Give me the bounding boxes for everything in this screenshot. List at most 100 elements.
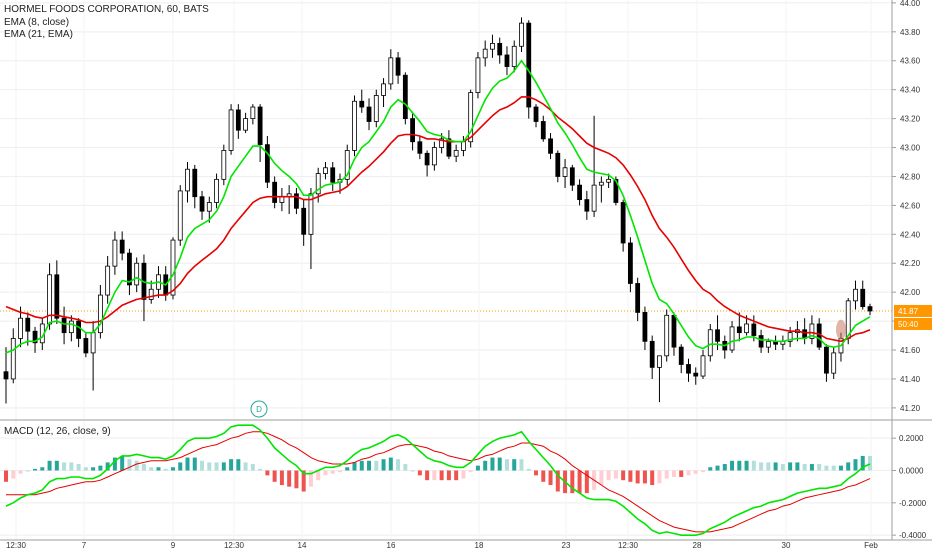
macd-histogram-bar (468, 470, 473, 473)
macd-histogram-bar (635, 470, 640, 484)
candle-down (192, 168, 198, 198)
candle-up (598, 181, 604, 186)
macd-histogram-bar (243, 462, 248, 471)
chart-title: HORMEL FOODS CORPORATION, 60, BATS (4, 4, 209, 15)
macd-histogram-bar (301, 470, 306, 492)
candle-down (555, 152, 561, 177)
candle-down (671, 314, 677, 348)
candle-up (112, 239, 118, 267)
price-tick-label: 42.80 (900, 172, 921, 181)
ema8-legend: EMA (8, close) (4, 17, 70, 28)
macd-histogram-bar (860, 455, 865, 471)
time-tick-label: 12:30 (618, 541, 639, 550)
macd-histogram-bar (817, 464, 822, 471)
macd-histogram-bar (824, 465, 829, 471)
candle-down (199, 196, 205, 212)
candle-up (105, 265, 111, 296)
macd-histogram-bar (744, 460, 749, 471)
macd-histogram-bar (461, 470, 466, 479)
macd-histogram-bar (236, 459, 241, 471)
macd-histogram-bar (766, 462, 771, 471)
dividend-marker-icon (250, 400, 268, 418)
candle-up (381, 83, 386, 96)
candle-up (388, 57, 394, 85)
candle-up (490, 42, 495, 50)
macd-histogram-bar (221, 462, 226, 471)
candle-down (758, 335, 764, 348)
macd-histogram-bar (657, 470, 662, 484)
time-tick-label: 30 (782, 541, 791, 550)
macd-histogram-bar (250, 464, 255, 471)
macd-histogram-bar (780, 464, 785, 471)
macd-histogram-bar (185, 457, 190, 471)
macd-histogram-bar (853, 459, 858, 471)
candle-down (359, 100, 365, 108)
candle-down (294, 193, 299, 209)
macd-histogram-bar (868, 455, 872, 471)
candle-down (751, 323, 757, 336)
macd-histogram-bar (156, 467, 161, 471)
price-tick-label: 42.40 (900, 230, 921, 239)
macd-histogram-bar (91, 467, 96, 471)
macd-histogram-bar (345, 467, 350, 471)
candle-down (620, 202, 626, 244)
candle-up (461, 141, 466, 151)
time-tick-label: 12:30 (6, 541, 27, 550)
candle-down (446, 138, 452, 157)
time-tick-label: 16 (387, 541, 396, 550)
candle-series (3, 17, 873, 404)
macd-histogram-bar (446, 470, 451, 481)
macd-histogram-bar (69, 462, 74, 471)
macd-histogram-bar (846, 462, 851, 471)
macd-histogram-bar (54, 460, 59, 471)
candle-down (635, 283, 641, 313)
macd-histogram-bar (534, 470, 539, 476)
macd-histogram-bar (708, 467, 713, 471)
macd-histogram-bar (388, 457, 393, 471)
ema21-legend: EMA (21, EMA) (4, 29, 73, 40)
macd-histogram-bar (396, 459, 401, 471)
candle-down (860, 288, 866, 308)
macd-histogram-bar (802, 464, 807, 471)
macd-histogram-bar (751, 460, 756, 471)
macd-histogram-bar (367, 460, 372, 471)
macd-histogram-bar (475, 465, 480, 471)
candle-down (32, 330, 38, 344)
candle-up (97, 294, 103, 334)
macd-histogram-bar (788, 462, 793, 471)
price-tick-label: 42.60 (900, 201, 921, 210)
candle-down (76, 320, 82, 339)
macd-histogram-bar (287, 470, 292, 487)
candle-down (577, 184, 582, 200)
macd-histogram-bar (570, 470, 575, 494)
candle-up (809, 323, 815, 339)
candle-down (301, 207, 307, 235)
macd-tick-label: -0.4000 (899, 531, 927, 540)
candle-down (497, 42, 503, 56)
candle-up (373, 95, 379, 122)
macd-histogram-bar (679, 470, 684, 477)
candle-up (453, 150, 459, 157)
candle-up (439, 138, 445, 148)
macd-histogram-bar (432, 470, 437, 481)
macd-histogram-bar (737, 460, 742, 471)
candle-down (678, 346, 684, 365)
candle-down (366, 106, 372, 122)
macd-histogram-bar (831, 465, 836, 471)
candle-up (90, 332, 96, 354)
macd-histogram-bar (410, 470, 415, 472)
macd-histogram-bar (715, 465, 720, 471)
macd-histogram-bar (178, 462, 183, 471)
macd-histogram-bar (701, 470, 706, 473)
macd-histogram-bar (192, 457, 197, 471)
candle-down (272, 181, 278, 203)
macd-histogram-bar (483, 460, 488, 471)
macd-histogram-bar (265, 470, 270, 476)
macd-histogram-bar (584, 470, 589, 494)
macd-histogram-bar (417, 470, 422, 476)
macd-histogram-bar (330, 470, 335, 474)
macd-histogram-bar (838, 465, 843, 471)
macd-histogram-bar (141, 464, 146, 471)
